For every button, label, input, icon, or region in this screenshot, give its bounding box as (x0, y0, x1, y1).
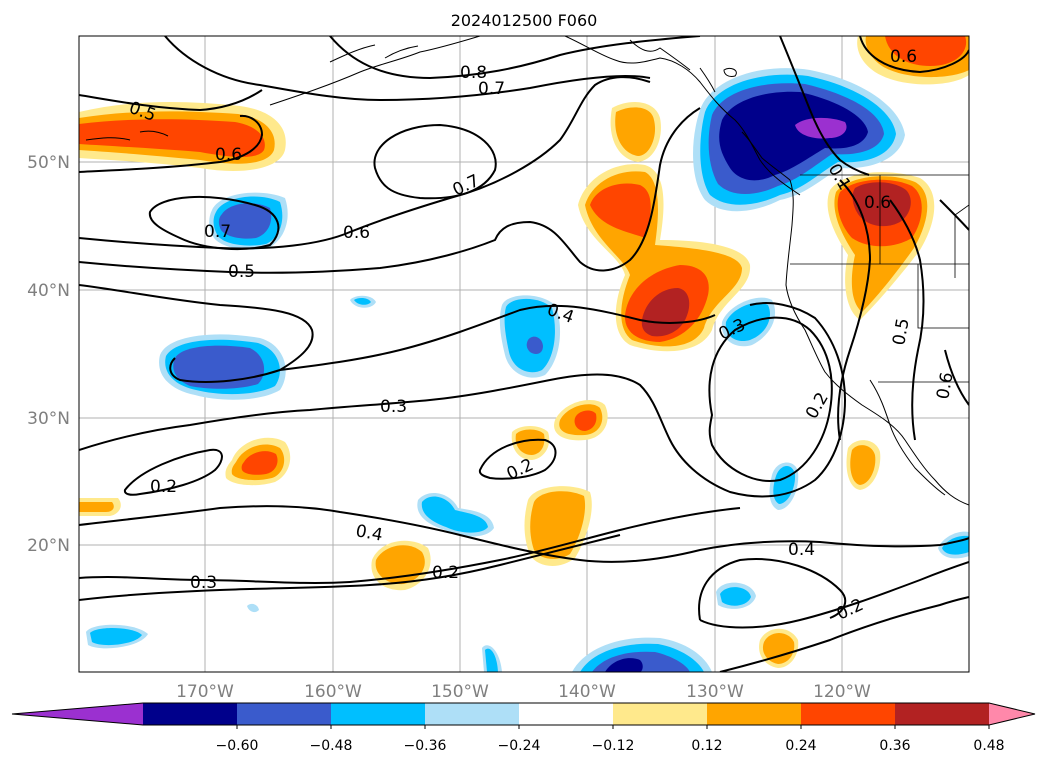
colorbar-tick-label: 0.12 (691, 738, 722, 754)
fill-medium-blue (218, 203, 272, 239)
fill-cyan (720, 587, 751, 606)
contour-label: 0.3 (380, 397, 407, 417)
colorbar-tick-label: 0.36 (879, 738, 910, 754)
colorbar-segment (237, 703, 332, 725)
fill-medium-blue (173, 345, 265, 389)
fill-red-orange (590, 183, 651, 238)
fill-cyan (354, 297, 371, 305)
contour-label: 0.2 (150, 477, 177, 497)
colorbar-outline (11, 702, 1036, 726)
colorbar-tick-label: −0.36 (404, 738, 447, 754)
colorbar-extend-high (989, 703, 1035, 725)
fill-red-orange (885, 36, 967, 66)
fill-red-orange (79, 119, 265, 157)
colorbar-tick-label: −0.24 (498, 738, 541, 754)
colorbar-segment (613, 703, 708, 725)
colorbar-tick-label: 0.48 (973, 738, 1004, 754)
contour-label: 0.5 (889, 317, 913, 347)
contour-label: 0.6 (890, 47, 917, 67)
map-frame (78, 35, 970, 673)
contour-label: 0.8 (460, 63, 487, 83)
colorbar-segment (331, 703, 426, 725)
contour-label: 0.7 (478, 79, 505, 99)
contour-label: 0.4 (788, 540, 815, 560)
lon-label: 130°W (686, 682, 744, 702)
fill-cyan (725, 302, 770, 342)
contour-label: 0.6 (215, 145, 242, 165)
fill-dark-red (852, 182, 911, 227)
lon-label: 160°W (304, 682, 362, 702)
fill-orange (615, 107, 656, 156)
positive-anomaly-fills (79, 36, 969, 668)
contour-label: 0.2 (432, 563, 459, 583)
fill-red-orange (241, 451, 278, 475)
lon-label: 170°W (176, 682, 234, 702)
lat-label: 50°N (27, 153, 70, 173)
latitude-labels: 50°N 40°N 30°N 20°N (27, 153, 70, 556)
colorbar-segment (519, 703, 614, 725)
colorbar-segment (707, 703, 802, 725)
lon-label: 150°W (431, 682, 489, 702)
negative-anomaly-fills (86, 68, 969, 672)
colorbar-extend-low (12, 703, 143, 725)
fill-orange (515, 429, 545, 455)
fill-orange (850, 445, 876, 485)
fill-cyan (421, 496, 488, 533)
fill-cyan (485, 648, 498, 672)
lon-label: 140°W (558, 682, 616, 702)
map-title: 2024012500 F060 (451, 11, 598, 30)
fill-red-orange (574, 410, 597, 431)
lat-label: 40°N (27, 281, 70, 301)
contour-label: 0.6 (343, 223, 370, 243)
contour-label: 0.7 (204, 222, 231, 242)
lat-label: 30°N (27, 409, 70, 429)
fill-cyan (504, 298, 555, 373)
fill-navy (719, 91, 868, 181)
coastlines (85, 36, 969, 506)
fill-navy (605, 658, 643, 672)
contour-label: 0.3 (190, 573, 217, 593)
colorbar-tick-label: −0.12 (592, 738, 635, 754)
fill-orange (762, 633, 795, 664)
fill-light-blue (247, 603, 259, 613)
colorbar-tick-label: −0.60 (216, 738, 259, 754)
fill-medium-blue (526, 336, 543, 354)
borders (790, 174, 969, 383)
colorbar-segment (143, 703, 238, 725)
map-panel: 0.8 0.7 0.7 0.7 0.6 0.6 0.6 0.6 0.6 0.5 … (79, 36, 969, 672)
fill-orange (79, 502, 114, 512)
colorbar-tick-label: 0.24 (785, 738, 816, 754)
longitude-labels: 170°W 160°W 150°W 140°W 130°W 120°W (176, 682, 871, 702)
lon-label: 120°W (813, 682, 871, 702)
contour-label: 0.6 (933, 371, 957, 401)
contour-label: 0.4 (354, 521, 384, 545)
lat-label: 20°N (27, 536, 70, 556)
fill-dark-red (641, 288, 690, 337)
colorbar-tick-label: −0.48 (310, 738, 353, 754)
colorbar-segment (425, 703, 520, 725)
colorbar-segment (895, 703, 990, 725)
contour-label: 0.5 (228, 262, 255, 282)
contour-lines (79, 36, 969, 672)
contour-label: 0.6 (864, 193, 891, 213)
colorbar: −0.60 −0.48 −0.36 −0.24 −0.12 0.12 0.24 0.36 0.4… (11, 702, 1036, 754)
fill-cyan (90, 627, 142, 646)
fill-purple (795, 117, 847, 139)
colorbar-segment (801, 703, 896, 725)
